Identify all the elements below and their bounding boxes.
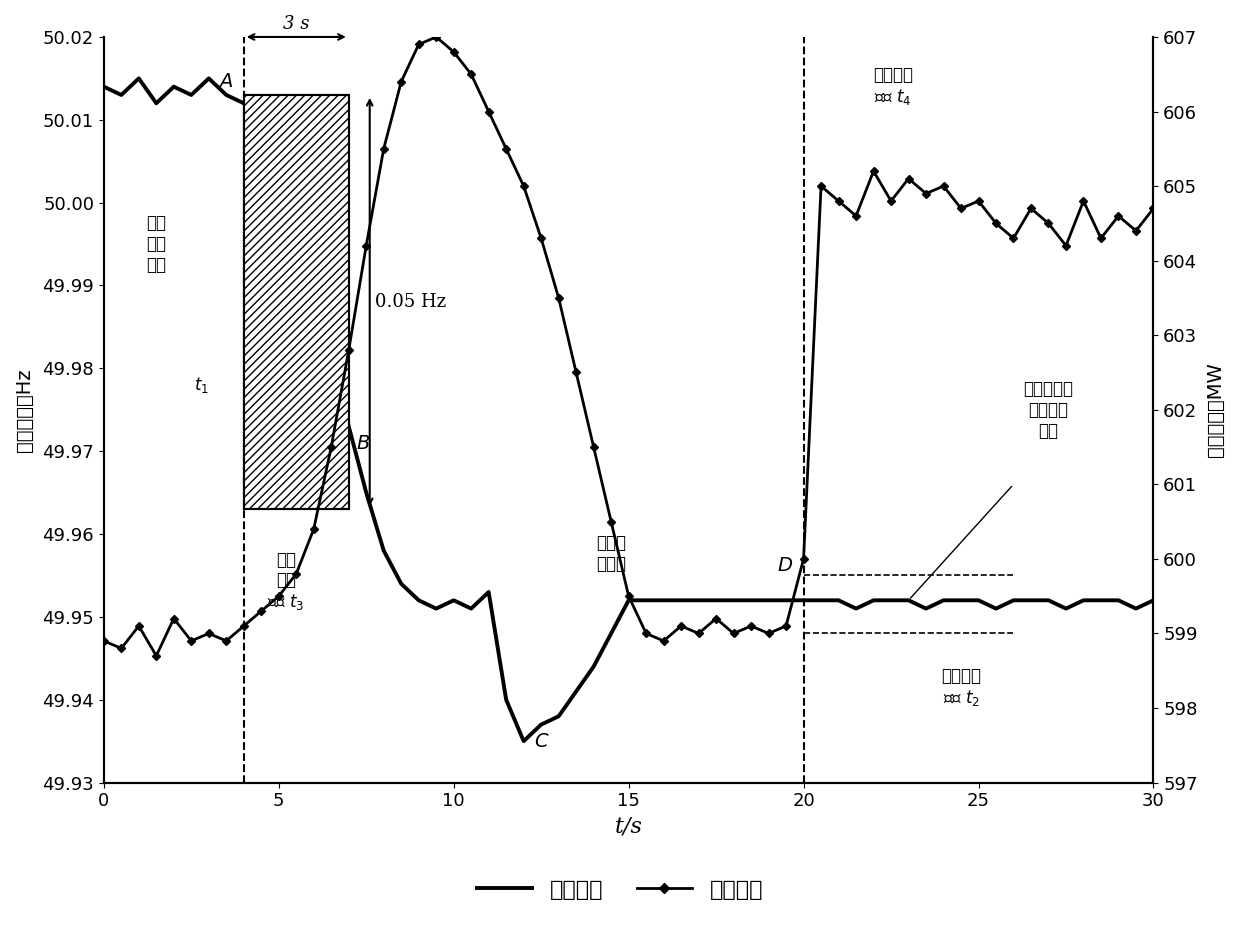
Y-axis label: 电网频率／Hz: 电网频率／Hz — [15, 368, 33, 451]
Legend: 电网频率, 机组出力: 电网频率, 机组出力 — [465, 869, 775, 911]
Text: 频率结束
时刻 $t_2$: 频率结束 时刻 $t_2$ — [941, 667, 981, 707]
Text: $A$: $A$ — [218, 73, 233, 91]
Text: $B$: $B$ — [356, 435, 370, 452]
Y-axis label: 机组出力／MW: 机组出力／MW — [1207, 362, 1225, 457]
Text: $C$: $C$ — [534, 733, 549, 751]
Text: $D$: $D$ — [777, 557, 794, 576]
Bar — [244, 95, 348, 509]
X-axis label: t/s: t/s — [615, 816, 642, 838]
Bar — [244, 95, 348, 509]
Text: 两虚线间为
频率稳定
区域: 两虚线间为 频率稳定 区域 — [1023, 380, 1074, 439]
Text: $t_1$: $t_1$ — [195, 375, 210, 395]
Text: 频率极
值时刻: 频率极 值时刻 — [596, 534, 626, 573]
Text: 出力
起始
时刻 $t_3$: 出力 起始 时刻 $t_3$ — [267, 551, 304, 613]
Text: 频率
起始
时刻: 频率 起始 时刻 — [146, 214, 166, 273]
Text: 出力结束
时刻 $t_4$: 出力结束 时刻 $t_4$ — [873, 66, 914, 108]
Text: 0.05 Hz: 0.05 Hz — [374, 293, 446, 311]
Text: 3 s: 3 s — [283, 15, 310, 32]
